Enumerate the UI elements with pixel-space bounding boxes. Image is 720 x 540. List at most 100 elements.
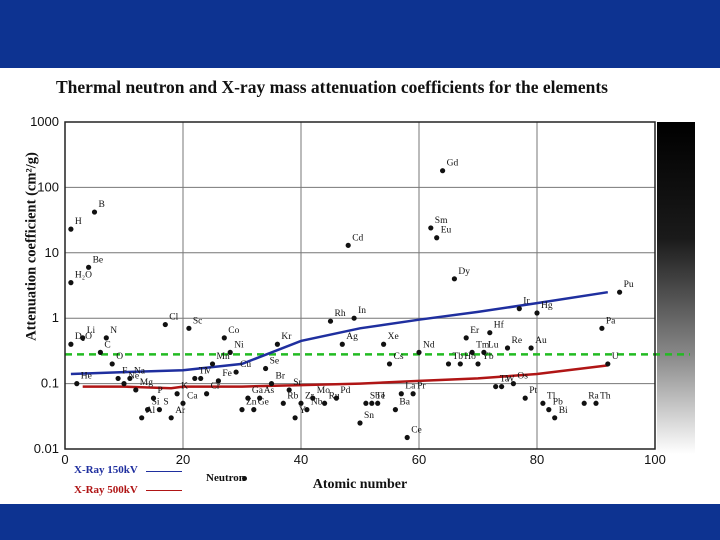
neutron-point-label: Nb (311, 398, 323, 408)
neutron-point (540, 400, 546, 406)
neutron-point-label: Os (517, 372, 528, 382)
neutron-point (80, 335, 86, 341)
neutron-point-label: La (405, 382, 416, 392)
neutron-point (504, 345, 511, 351)
legend-xray500-line (146, 490, 182, 491)
neutron-point (239, 407, 245, 413)
neutron-point (469, 349, 475, 355)
neutron-point (481, 349, 487, 355)
neutron-point-label: Cr (211, 382, 221, 392)
neutron-point-label: Pa (606, 316, 616, 326)
neutron-point-label: Pt (529, 386, 537, 396)
neutron-point-label: N (110, 326, 117, 336)
neutron-point (552, 415, 558, 421)
neutron-point-label: S (163, 398, 168, 408)
neutron-point (434, 235, 440, 241)
neutron-point (457, 361, 463, 367)
neutron-point (451, 276, 457, 282)
neutron-point-label: Pu (624, 280, 634, 290)
neutron-point-label: Na (134, 366, 146, 376)
neutron-point (298, 400, 304, 406)
neutron-point-label: Sr (293, 378, 302, 388)
neutron-point (97, 349, 103, 355)
neutron-point-label: Pb (553, 398, 563, 408)
neutron-point-label: Yb (482, 352, 494, 362)
neutron-point (404, 434, 410, 441)
neutron-point (139, 415, 145, 421)
neutron-point-label: Re (512, 336, 523, 346)
y-tick-label: 0.01 (34, 441, 59, 456)
neutron-point-label: Li (87, 326, 96, 336)
neutron-point (528, 345, 534, 351)
neutron-point (428, 225, 434, 231)
neutron-point-label: Te (376, 391, 385, 401)
neutron-point (605, 361, 611, 367)
y-tick-label: 10 (45, 245, 59, 260)
neutron-point (617, 289, 623, 295)
neutron-point (581, 400, 587, 406)
neutron-point (145, 407, 151, 413)
neutron-point (487, 330, 493, 336)
neutron-point (209, 361, 216, 367)
neutron-point-label: Dy (458, 267, 470, 277)
neutron-point (475, 361, 481, 367)
neutron-point-label: Hg (541, 301, 553, 311)
neutron-point (522, 395, 528, 401)
chart-title: Thermal neutron and X-ray mass attenuati… (56, 77, 608, 97)
neutron-point-label: Be (93, 255, 104, 265)
neutron-point (68, 341, 74, 347)
neutron-point-label: Pd (340, 386, 350, 396)
neutron-point-label: Rb (287, 391, 298, 401)
neutron-point (493, 383, 499, 390)
neutron-point-label: B (99, 200, 105, 210)
neutron-point (292, 415, 298, 421)
neutron-point-label: Xe (388, 332, 399, 342)
neutron-point-label: Ba (399, 398, 410, 408)
neutron-point (280, 400, 286, 406)
neutron-point (304, 407, 310, 413)
neutron-point-label: Cl (169, 313, 178, 323)
neutron-point (162, 321, 168, 328)
neutron-point-label: Si (152, 398, 160, 408)
neutron-point-label: Tb (453, 352, 464, 362)
neutron-point-label: K (181, 382, 188, 392)
neutron-point (339, 341, 345, 347)
neutron-point (204, 391, 210, 397)
neutron-point (345, 242, 351, 248)
neutron-point-label: Rh (335, 309, 346, 319)
neutron-point (109, 361, 115, 367)
neutron-point (86, 264, 92, 270)
y-tick-label: 1000 (30, 114, 59, 129)
neutron-point (198, 375, 204, 382)
neutron-point-label: Br (276, 372, 286, 382)
neutron-point (168, 415, 174, 421)
neutron-point (440, 168, 446, 174)
neutron-point (180, 400, 186, 406)
x-tick-label: 60 (412, 452, 426, 467)
neutron-point (463, 335, 469, 341)
neutron-point-label: Se (270, 357, 280, 367)
neutron-point (333, 395, 339, 401)
neutron-point-label: Ce (411, 425, 422, 435)
neutron-point (599, 325, 605, 331)
neutron-point (375, 400, 381, 406)
neutron-point (268, 381, 275, 387)
neutron-point-label: P (158, 386, 163, 396)
y-axis-label: Attenuation coefficient (cm²/g) (23, 152, 40, 341)
neutron-point-label: V (205, 366, 212, 376)
x-tick-label: 80 (530, 452, 544, 467)
neutron-point (381, 341, 387, 347)
neutron-point (221, 335, 227, 341)
neutron-point-label: Kr (281, 332, 292, 342)
neutron-point (357, 420, 363, 426)
neutron-point (115, 375, 121, 382)
neutron-point-label: Sn (364, 411, 374, 421)
neutron-point-label: Sc (193, 316, 203, 326)
neutron-point-label: Au (535, 336, 547, 346)
neutron-point-label: Fe (222, 369, 232, 379)
neutron-point (369, 400, 375, 406)
neutron-point-label: Nd (423, 340, 435, 350)
neutron-point-label: Ho (464, 352, 476, 362)
neutron-point-label: Ti (199, 366, 207, 376)
neutron-point (534, 310, 540, 316)
